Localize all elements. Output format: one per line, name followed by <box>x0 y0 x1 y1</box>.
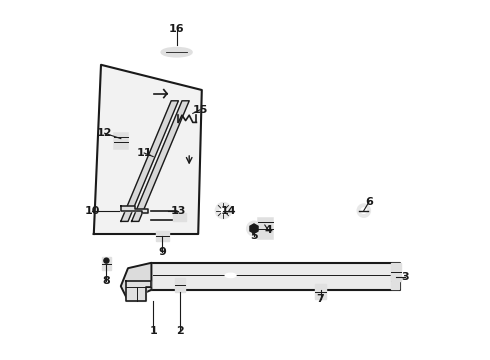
Text: 2: 2 <box>176 326 184 336</box>
Ellipse shape <box>225 273 236 278</box>
Bar <box>391 263 401 281</box>
Polygon shape <box>126 281 151 301</box>
Text: 11: 11 <box>136 148 152 158</box>
Polygon shape <box>94 65 202 234</box>
Polygon shape <box>151 263 400 290</box>
Text: 5: 5 <box>250 231 258 241</box>
Bar <box>258 218 273 239</box>
Text: 1: 1 <box>149 326 157 336</box>
Bar <box>102 257 111 270</box>
Circle shape <box>247 221 261 236</box>
Circle shape <box>361 208 367 213</box>
Text: 13: 13 <box>171 206 186 216</box>
Text: 3: 3 <box>401 272 409 282</box>
Bar <box>156 231 169 241</box>
Text: 4: 4 <box>265 225 272 235</box>
Text: 6: 6 <box>365 197 373 207</box>
Polygon shape <box>132 101 189 221</box>
Polygon shape <box>121 206 148 213</box>
Bar <box>391 273 399 289</box>
Bar <box>315 284 326 299</box>
Text: 12: 12 <box>97 128 112 138</box>
Polygon shape <box>121 263 151 301</box>
Text: 14: 14 <box>221 206 237 216</box>
Bar <box>175 278 185 292</box>
Polygon shape <box>250 224 258 233</box>
Text: 8: 8 <box>102 276 110 286</box>
Bar <box>114 133 128 149</box>
Text: 7: 7 <box>317 294 324 304</box>
Text: 16: 16 <box>169 24 184 34</box>
Ellipse shape <box>161 48 192 57</box>
Circle shape <box>104 258 109 263</box>
Text: 9: 9 <box>158 247 166 257</box>
Polygon shape <box>121 101 178 221</box>
Bar <box>173 213 186 221</box>
Circle shape <box>357 204 370 217</box>
Circle shape <box>216 203 231 219</box>
Text: 10: 10 <box>84 206 99 216</box>
Text: 15: 15 <box>192 105 208 115</box>
Circle shape <box>220 207 227 214</box>
